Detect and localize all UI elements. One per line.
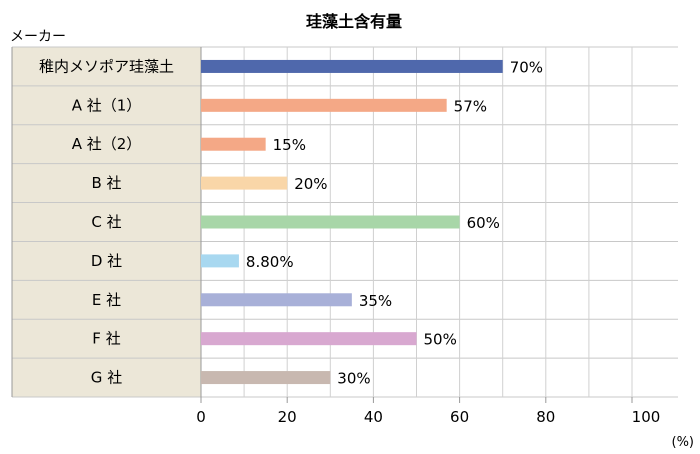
y-axis-label: メーカー <box>10 29 66 45</box>
value-label: 35% <box>359 292 392 310</box>
category-label: 稚内メソポア珪藻土 <box>39 57 174 75</box>
bar <box>201 371 331 385</box>
value-label: 60% <box>467 214 500 232</box>
bars <box>201 59 503 385</box>
bar <box>201 98 447 112</box>
value-label: 15% <box>273 136 306 154</box>
category-label: G 社 <box>91 369 122 387</box>
value-label: 8.80% <box>246 253 294 271</box>
bar <box>201 293 352 307</box>
value-labels: 70% 57% 15% 20% 60% 8.80% 35% 50% 30% <box>246 58 543 387</box>
value-label: 50% <box>424 331 457 349</box>
x-unit-label: (%) <box>672 435 695 450</box>
category-panel <box>12 47 201 397</box>
bar <box>201 215 460 229</box>
x-tick-label: 100 <box>632 408 661 426</box>
category-label: B 社 <box>91 174 121 192</box>
bar <box>201 176 288 190</box>
bar <box>201 137 266 151</box>
category-label: F 社 <box>92 330 120 348</box>
x-tick-label: 0 <box>196 408 206 426</box>
value-label: 70% <box>510 58 543 76</box>
x-tick-labels: 0 20 40 60 80 100 <box>196 408 660 426</box>
value-label: 57% <box>454 97 487 115</box>
category-label: A 社（2） <box>72 135 142 153</box>
category-label: C 社 <box>91 213 121 231</box>
chart-title: 珪藻土含有量 <box>306 12 402 31</box>
bar <box>201 254 239 268</box>
x-tick-label: 60 <box>450 408 469 426</box>
bar <box>201 59 503 73</box>
category-labels: 稚内メソポア珪藻土 A 社（1） A 社（2） B 社 C 社 D 社 E 社 F 社 G 社 <box>39 57 174 386</box>
category-label: D 社 <box>91 252 122 270</box>
category-label: E 社 <box>92 291 121 309</box>
x-tick-label: 80 <box>536 408 555 426</box>
x-tick-label: 40 <box>364 408 383 426</box>
value-label: 30% <box>337 370 370 388</box>
category-label: A 社（1） <box>72 96 142 114</box>
bar <box>201 332 417 346</box>
x-tick-label: 20 <box>278 408 297 426</box>
value-label: 20% <box>294 175 327 193</box>
